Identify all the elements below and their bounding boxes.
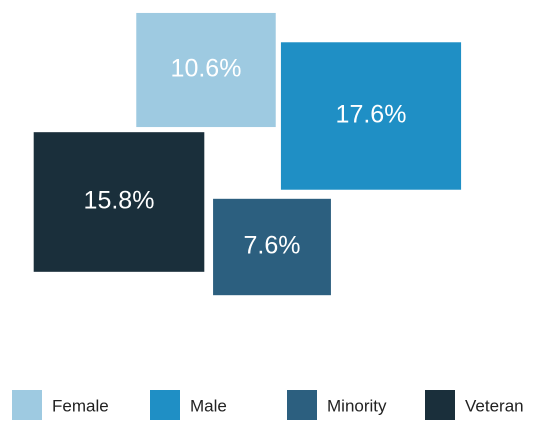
- legend-swatch: [287, 390, 317, 420]
- legend-label: Minority: [327, 396, 387, 415]
- value-label: 15.8%: [84, 187, 155, 215]
- value-label: 10.6%: [171, 55, 242, 83]
- square: [32, 130, 206, 274]
- legend-label: Veteran: [465, 396, 524, 415]
- value-label: 7.6%: [244, 232, 301, 260]
- legend-label: Female: [52, 396, 109, 415]
- square: [134, 11, 278, 129]
- square: [211, 197, 333, 297]
- legend-swatch: [150, 390, 180, 420]
- value-label: 17.6%: [336, 101, 407, 129]
- legend-swatch: [12, 390, 42, 420]
- legend-label: Male: [190, 396, 227, 415]
- square: [279, 40, 463, 192]
- legend-swatch: [425, 390, 455, 420]
